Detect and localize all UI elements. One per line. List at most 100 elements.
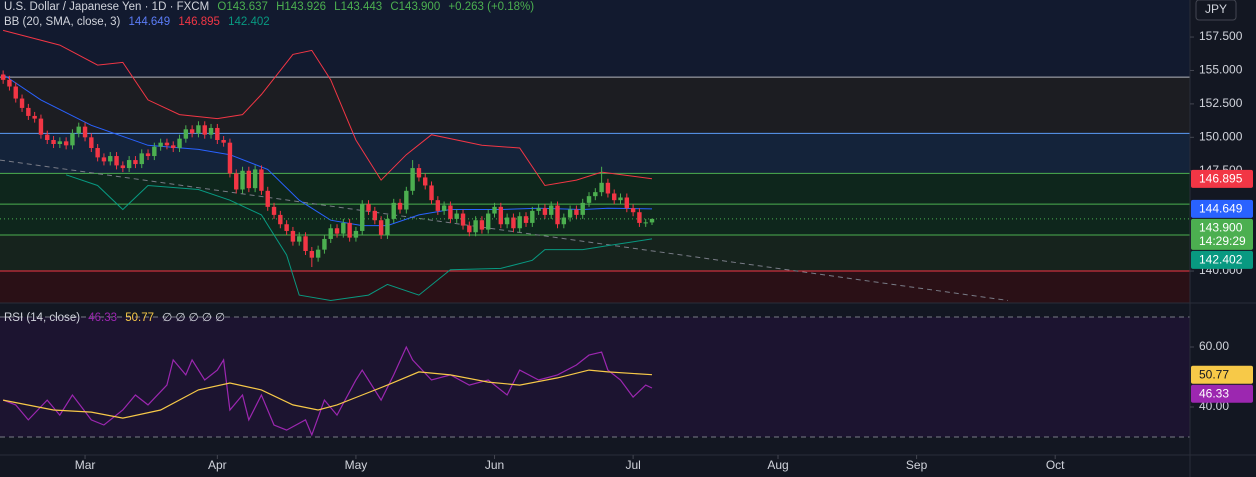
candle-body (366, 204, 371, 211)
candle-body (586, 196, 592, 203)
candle-body (297, 236, 302, 242)
rsi-extra: ∅ ∅ ∅ ∅ ∅ (162, 312, 226, 324)
x-tick-label: Apr (208, 458, 227, 472)
candle-body (26, 107, 31, 116)
candle-body (7, 79, 12, 87)
candle-body (530, 210, 535, 223)
candle-body (391, 202, 396, 219)
candle-body (416, 168, 422, 178)
candle-body (309, 250, 315, 258)
trend-line (0, 159, 1009, 301)
price-badge (1191, 365, 1253, 384)
candle-body (284, 224, 289, 231)
candle-body (549, 205, 554, 215)
candle-body (108, 156, 113, 162)
price-badge (1191, 199, 1253, 218)
rsi-title[interactable]: RSI (14, close) (4, 312, 81, 324)
rsi-line (2, 369, 653, 419)
candle-body (101, 157, 107, 162)
candle-body (341, 222, 346, 234)
candle-body (51, 140, 56, 145)
candle-body (189, 129, 195, 134)
candle-body (523, 216, 529, 223)
candle-body (89, 137, 94, 149)
candle-body (315, 249, 321, 258)
candle-body (404, 190, 409, 210)
candle-body (208, 127, 214, 135)
candle-body (637, 212, 642, 223)
candle-body (164, 142, 170, 146)
price-badge (1191, 250, 1253, 269)
candle-body (624, 197, 630, 209)
candle-body (574, 209, 579, 215)
candle-body (70, 133, 75, 146)
candle-body (555, 205, 560, 225)
candle-body (460, 213, 466, 226)
candle-body (120, 165, 126, 169)
price-zone (0, 133, 1190, 174)
candle-body (221, 140, 226, 143)
candle-body (486, 213, 491, 230)
rsi-line (2, 345, 653, 437)
price-zone (0, 234, 1190, 272)
symbol-title[interactable]: U.S. Dollar / Japanese Yen · 1D · FXCM (4, 1, 210, 13)
countdown: 14:29:29 (1199, 234, 1246, 248)
candle-body (517, 216, 522, 229)
candle-body (133, 160, 138, 165)
candle-body (32, 115, 37, 119)
ohlc: L143.443 (334, 1, 383, 13)
candle-body (599, 182, 604, 193)
price-badge-label: 50.77 (1199, 367, 1229, 381)
candle-body (580, 202, 585, 215)
candle-body (145, 153, 151, 157)
candle-body (278, 214, 283, 225)
bollinger-line (65, 174, 653, 302)
candle-body (372, 210, 378, 221)
y-tick-label: 60.00 (1199, 339, 1229, 353)
rsi-value: 46.33 (88, 312, 118, 324)
currency: JPY (1205, 2, 1227, 16)
candle-body (353, 230, 359, 238)
candle-body (215, 127, 220, 141)
candle-body (57, 141, 63, 145)
candle-body (467, 225, 472, 233)
x-tick-label: Sep (906, 458, 928, 472)
candle-body (454, 213, 459, 219)
candle-body (45, 134, 50, 141)
candle-body (171, 145, 176, 149)
x-tick-label: Mar (75, 458, 96, 472)
candle-body (322, 238, 327, 250)
candle-body (328, 228, 333, 239)
candle-body (152, 146, 157, 157)
candle-body (183, 129, 189, 139)
y-tick-label: 152.500 (1199, 96, 1243, 110)
candle-body (227, 142, 233, 174)
candle-body (504, 217, 510, 225)
price-badge-label: 142.402 (1199, 253, 1243, 267)
price-badge (1191, 169, 1253, 188)
candle-body (612, 193, 617, 201)
candle-body (385, 218, 390, 235)
price-badge-label: 144.649 (1199, 202, 1243, 216)
candle-body (605, 182, 611, 194)
candle-body (649, 218, 655, 223)
candle-body (511, 217, 516, 229)
candle-body (63, 141, 69, 146)
indicator-title[interactable]: BB (20, SMA, close, 3) (4, 16, 121, 28)
candle-body (95, 148, 100, 158)
candle-body (593, 192, 598, 197)
x-tick-label: May (345, 458, 368, 472)
candle-body (410, 168, 415, 191)
candle-body (290, 230, 296, 242)
price-zone (0, 271, 1190, 303)
candle-body (271, 206, 277, 215)
candle-body (265, 190, 270, 207)
candle-body (234, 173, 239, 190)
candle-body (561, 217, 567, 225)
y-tick-label: 155.000 (1199, 63, 1243, 77)
y-tick-label: 157.500 (1199, 29, 1243, 43)
currency-box[interactable] (1195, 0, 1237, 21)
bollinger-line (2, 29, 653, 187)
